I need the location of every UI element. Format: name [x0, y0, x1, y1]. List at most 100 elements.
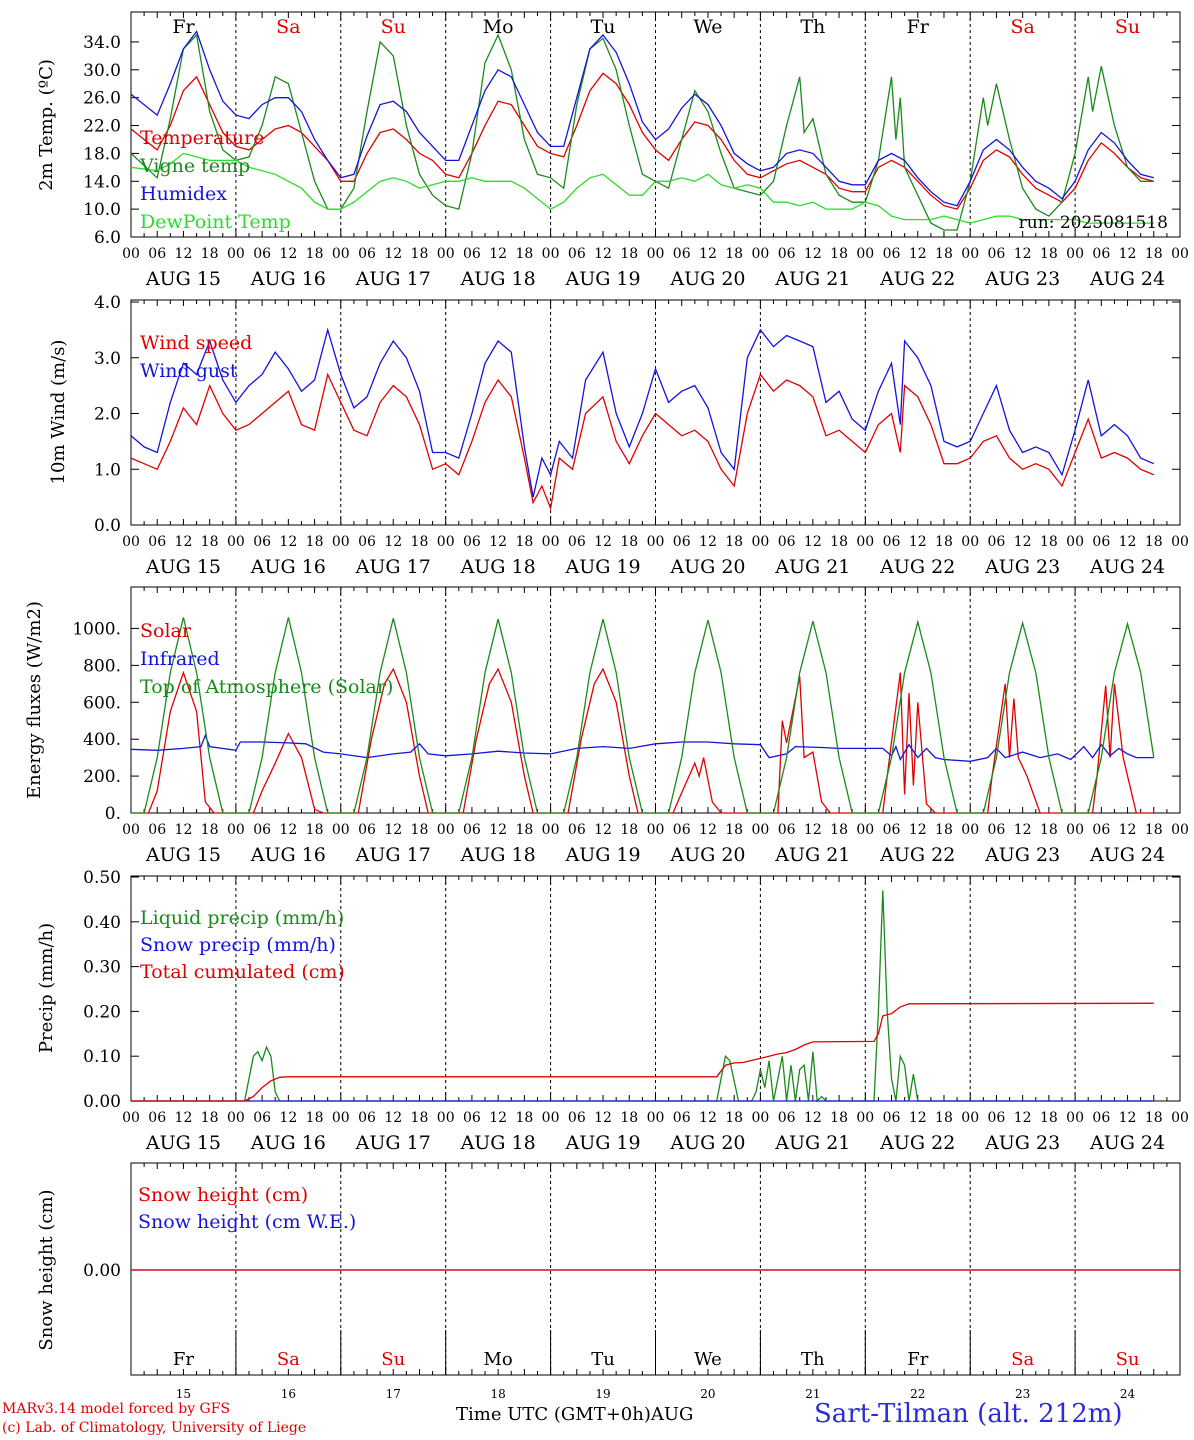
hour-label: 00	[122, 534, 140, 550]
hour-label: 06	[253, 822, 271, 838]
hour-label: 00	[1171, 1110, 1189, 1126]
panel-1: 6.0 10.0 14.0 18.0 22.0 26.0 30.0 34.0 2m Temp. …	[36, 11, 1189, 290]
hour-label: 00	[751, 1110, 769, 1126]
y-tick-label: 34.0	[83, 33, 121, 53]
hour-label: 18	[411, 534, 429, 550]
legend-entry: Humidex	[140, 183, 227, 205]
y-axis-label: Snow height (cm)	[36, 1189, 57, 1350]
x-axis-title-text: Time UTC (GMT+0h)	[456, 1404, 651, 1425]
hour-label: 06	[883, 1110, 901, 1126]
series-infrared	[130, 733, 1154, 762]
hour-label: 18	[935, 822, 953, 838]
hour-label: 12	[489, 1110, 507, 1126]
hour-label: 06	[988, 822, 1006, 838]
hour-label: 00	[1066, 246, 1084, 262]
date-label: AUG 21	[774, 844, 850, 866]
hour-label: 00	[332, 822, 350, 838]
day-number: 21	[805, 1387, 820, 1401]
hour-label: 18	[725, 534, 743, 550]
hour-label: 06	[568, 534, 586, 550]
hour-label: 18	[725, 822, 743, 838]
hour-label: 18	[1040, 1110, 1058, 1126]
hour-label: 18	[620, 1110, 638, 1126]
day-name-top: Sa	[1010, 16, 1034, 38]
hour-label: 12	[909, 1110, 927, 1126]
y-tick-label: 800.	[83, 656, 121, 676]
hour-label: 06	[568, 246, 586, 262]
hour-label: 06	[673, 822, 691, 838]
day-name-bottom: Mo	[484, 1349, 513, 1370]
date-label: AUG 16	[250, 556, 326, 578]
hour-label: 06	[148, 822, 166, 838]
hour-label: 18	[830, 534, 848, 550]
hour-label: 00	[227, 822, 245, 838]
hour-label: 18	[1145, 1110, 1163, 1126]
hour-label: 00	[332, 534, 350, 550]
day-name-top: Su	[1115, 16, 1140, 38]
y-tick-label: 0.30	[83, 958, 121, 978]
hour-label: 18	[306, 1110, 324, 1126]
y-tick-label: 10.0	[83, 200, 121, 220]
date-label: AUG 20	[669, 268, 745, 290]
date-label: AUG 17	[355, 844, 431, 866]
hour-label: 00	[856, 1110, 874, 1126]
hour-label: 12	[1119, 246, 1137, 262]
hour-label: 12	[279, 246, 297, 262]
station-label: Sart-Tilman (alt. 212m)	[814, 1399, 1123, 1429]
hour-label: 00	[647, 1110, 665, 1126]
hour-label: 18	[201, 1110, 219, 1126]
panel-frame	[130, 299, 1181, 526]
hour-label: 06	[463, 534, 481, 550]
legend-entry: Vigne temp	[139, 155, 250, 177]
date-label: AUG 24	[1089, 1132, 1165, 1154]
hour-label: 00	[961, 534, 979, 550]
hour-label: 06	[463, 246, 481, 262]
hour-label: 18	[306, 534, 324, 550]
date-label: AUG 22	[879, 1132, 955, 1154]
hour-label: 06	[673, 1110, 691, 1126]
day-name-bottom: Fr	[907, 1349, 928, 1370]
series-wind-gust	[130, 327, 1155, 498]
day-number: 24	[1120, 1387, 1136, 1401]
y-tick-label: 0.	[105, 804, 121, 824]
hour-label: 18	[1040, 246, 1058, 262]
hour-label: 06	[1092, 1110, 1110, 1126]
series-top-of-atmosphere-solar-	[131, 617, 1155, 814]
hour-label: 06	[358, 246, 376, 262]
hour-label: 12	[175, 246, 193, 262]
date-label: AUG 15	[145, 1132, 221, 1154]
hour-label: 18	[1040, 822, 1058, 838]
y-tick-label: 600.	[83, 693, 121, 713]
hour-label: 12	[279, 1110, 297, 1126]
hour-label: 18	[830, 246, 848, 262]
hour-label: 18	[935, 246, 953, 262]
date-label: AUG 24	[1089, 556, 1165, 578]
hour-label: 12	[489, 822, 507, 838]
hour-label: 00	[1171, 534, 1189, 550]
hour-label: 12	[1014, 534, 1032, 550]
y-tick-label: 400.	[83, 730, 121, 750]
hour-label: 06	[673, 534, 691, 550]
hour-label: 06	[253, 534, 271, 550]
hour-label: 18	[830, 1110, 848, 1126]
hour-label: 00	[122, 246, 140, 262]
hour-label: 00	[227, 246, 245, 262]
date-label: AUG 20	[669, 556, 745, 578]
hour-label: 00	[437, 246, 455, 262]
series-wind-speed	[130, 372, 1155, 511]
hour-label: 00	[332, 1110, 350, 1126]
hour-label: 06	[883, 822, 901, 838]
hour-label: 06	[358, 822, 376, 838]
panel-4: 0.00 0.10 0.20 0.30 0.40 0.50 Precip (mm/h) Liq…	[36, 868, 1189, 1154]
day-name-bottom: Su	[1116, 1349, 1140, 1370]
date-label: AUG 15	[145, 556, 221, 578]
x-axis-title: Time UTC (GMT+0h)AUG	[456, 1404, 693, 1425]
hour-label: 06	[988, 1110, 1006, 1126]
y-tick-label: 200.	[83, 767, 121, 787]
hour-label: 18	[306, 246, 324, 262]
hour-label: 18	[515, 822, 533, 838]
hour-label: 18	[201, 246, 219, 262]
hour-label: 00	[437, 534, 455, 550]
panel-2: 0.0 1.0 2.0 3.0 4.0 10m Wind (m/s) Wind speed W…	[48, 293, 1189, 578]
date-label: AUG 21	[774, 556, 850, 578]
